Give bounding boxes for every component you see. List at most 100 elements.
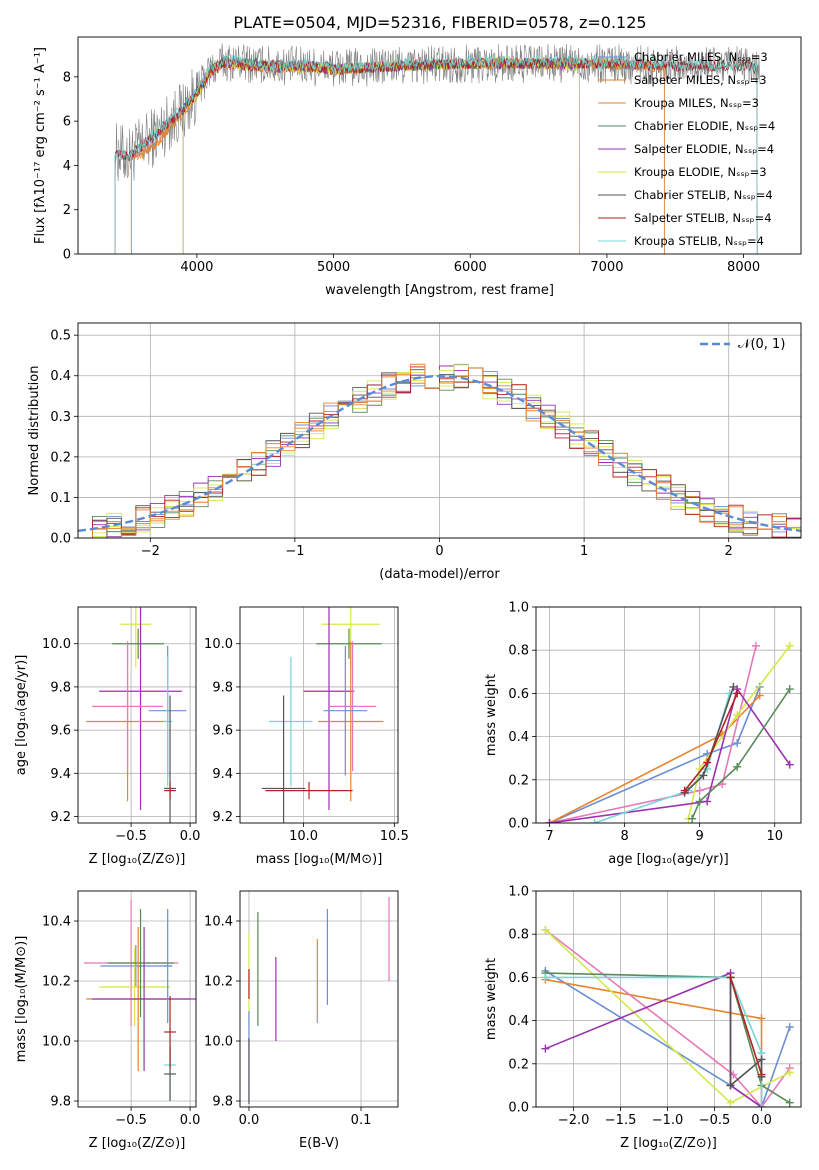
model-spectrum	[114, 57, 758, 254]
y-tick-label: 0.4	[508, 730, 529, 745]
y-tick-label: 9.4	[212, 767, 233, 782]
x-tick-label: −0.5	[699, 1113, 731, 1128]
y-axis-label: Normed distribution	[27, 366, 42, 496]
weight-marker	[545, 819, 554, 823]
y-tick-label: 0.3	[50, 410, 71, 425]
y-tick-label: 0.1	[50, 491, 71, 506]
weight-line	[729, 977, 763, 1088]
residual-histogram	[78, 363, 801, 538]
y-tick-label: 10.0	[204, 1035, 233, 1050]
weight-lines	[541, 925, 794, 1107]
weight-marker	[541, 1044, 550, 1053]
x-tick-label: 2	[725, 544, 733, 559]
weight-line	[545, 971, 762, 1107]
massweight-vs-Z-panel: −2.0 −1.5 −1.0 −0.5 0.0 0.0 0.2 0.4 0.6 0.8 1.0 Z […	[484, 885, 802, 1151]
x-tick-label: 0.0	[180, 1113, 201, 1128]
model-spectrum	[182, 56, 580, 254]
weight-line	[549, 686, 761, 823]
y-tick-label: 0.6	[508, 687, 529, 702]
legend-label: Chabrier ELODIE, Nₛₛₚ=4	[634, 119, 775, 133]
weight-marker	[733, 739, 742, 748]
x-axis-label: Z [log₁₀(Z/Z⊙)]	[89, 1136, 186, 1151]
legend-label: Kroupa STELIB, Nₛₛₚ=4	[634, 234, 764, 248]
axes-frame	[535, 890, 802, 1108]
weight-marker	[726, 1081, 735, 1090]
x-tick-label: 0.0	[180, 829, 201, 844]
age-vs-mass-panel: 10.0 10.5 9.2 9.4 9.6 9.8 10.0 mass [log₁₀(M/M⊙…	[204, 606, 409, 867]
x-tick-label: −1.0	[652, 1113, 684, 1128]
legend-label: Chabrier MILES, Nₛₛₚ=3	[634, 50, 768, 64]
weight-marker	[757, 1055, 766, 1064]
weight-marker	[726, 973, 735, 982]
model-spectrum	[182, 58, 580, 254]
axes-frame	[239, 606, 399, 824]
weight-line	[684, 693, 738, 792]
y-tick-label: 1.0	[508, 885, 529, 900]
weight-marker	[755, 691, 764, 700]
legend-label: Kroupa MILES, Nₛₛₚ=3	[634, 96, 759, 110]
y-tick-label: 4	[63, 159, 71, 174]
x-tick-label: 8	[620, 829, 628, 844]
y-tick-label: 10.0	[42, 1035, 71, 1050]
x-tick-label: −2.0	[558, 1113, 590, 1128]
weight-marker	[726, 1098, 735, 1107]
model-spectrum	[130, 56, 665, 254]
weight-line	[544, 929, 791, 1107]
y-tick-label: 0.2	[50, 450, 71, 465]
weight-line	[691, 688, 791, 819]
y-tick-label: 0.6	[508, 971, 529, 986]
legend-label: Salpeter STELIB, Nₛₛₚ=4	[634, 211, 772, 225]
errorbars	[83, 900, 196, 1101]
y-tick-label: 0.8	[508, 928, 529, 943]
x-axis-label: age [log₁₀(age/yr)]	[608, 852, 729, 867]
residual-legend: 𝒩(0, 1)	[700, 337, 785, 352]
weight-line	[729, 977, 763, 1075]
age-vs-Z-panel: −0.5 0.0 9.2 9.4 9.6 9.8 10.0 Z [log₁₀(Z/Z⊙)] ag…	[14, 606, 201, 867]
x-tick-label: −2	[141, 544, 160, 559]
y-tick-label: 9.8	[50, 680, 71, 695]
x-tick-label: 7000	[590, 260, 623, 275]
grid-lines	[78, 607, 196, 823]
mass-vs-Z-panel: −0.5 0.0 9.8 10.0 10.2 10.4 Z [log₁₀(Z/Z⊙)] mas…	[14, 890, 201, 1151]
x-tick-label: 10	[766, 829, 783, 844]
model-spectrum	[182, 56, 580, 254]
model-spectrum	[130, 56, 665, 254]
y-tick-label: 0.2	[508, 1057, 529, 1072]
weight-marker	[733, 711, 742, 719]
grid-lines	[240, 891, 398, 1107]
observed-spectrum	[114, 43, 761, 183]
x-tick-label: 1	[580, 544, 588, 559]
y-tick-label: 0.4	[508, 1014, 529, 1029]
axes-frame	[77, 890, 197, 1108]
residuals-panel: −2 −1 0 1 2 0.0 0.1 0.2 0.3 0.4 0.5 (data-model)/er…	[27, 322, 802, 582]
weight-marker	[541, 925, 550, 934]
weight-line	[687, 645, 791, 819]
spectrum-lines	[114, 43, 761, 254]
x-axis-label: mass [log₁₀(M/M⊙)]	[256, 852, 383, 867]
y-tick-label: 6	[63, 115, 71, 130]
y-tick-label: 10.2	[42, 975, 71, 990]
mass-vs-ebv-panel: 0.0 0.1 9.8 10.0 10.2 10.4 E(B-V)	[204, 890, 399, 1151]
weight-line	[545, 976, 763, 1107]
weight-marker	[699, 771, 708, 780]
massweight-vs-age-panel: 7 8 9 10 0.0 0.2 0.4 0.6 0.8 1.0 age [log₁₀(age/yr…	[484, 601, 802, 867]
y-tick-label: 1.0	[508, 601, 529, 616]
y-axis-label: Flux [fλ10⁻¹⁷ erg cm⁻² s⁻¹ A⁻¹]	[33, 47, 48, 244]
legend-label: Kroupa ELODIE, Nₛₛₚ=3	[634, 165, 767, 179]
weight-marker	[695, 797, 704, 806]
x-tick-label: 8000	[727, 260, 760, 275]
weight-marker	[785, 760, 794, 769]
y-tick-label: 0.8	[508, 644, 529, 659]
y-tick-label: 10.4	[204, 915, 233, 930]
x-tick-label: 10.0	[289, 829, 318, 844]
y-tick-label: 9.8	[212, 1095, 233, 1110]
y-tick-label: 10.4	[42, 915, 71, 930]
gaussian-curve	[78, 374, 801, 533]
y-tick-label: 9.4	[50, 767, 71, 782]
residual-hists	[78, 363, 801, 538]
weight-marker	[757, 1070, 766, 1079]
errorbars	[86, 607, 187, 823]
weight-marker	[751, 641, 760, 650]
weight-marker	[703, 758, 712, 767]
y-tick-label: 0	[63, 248, 71, 263]
